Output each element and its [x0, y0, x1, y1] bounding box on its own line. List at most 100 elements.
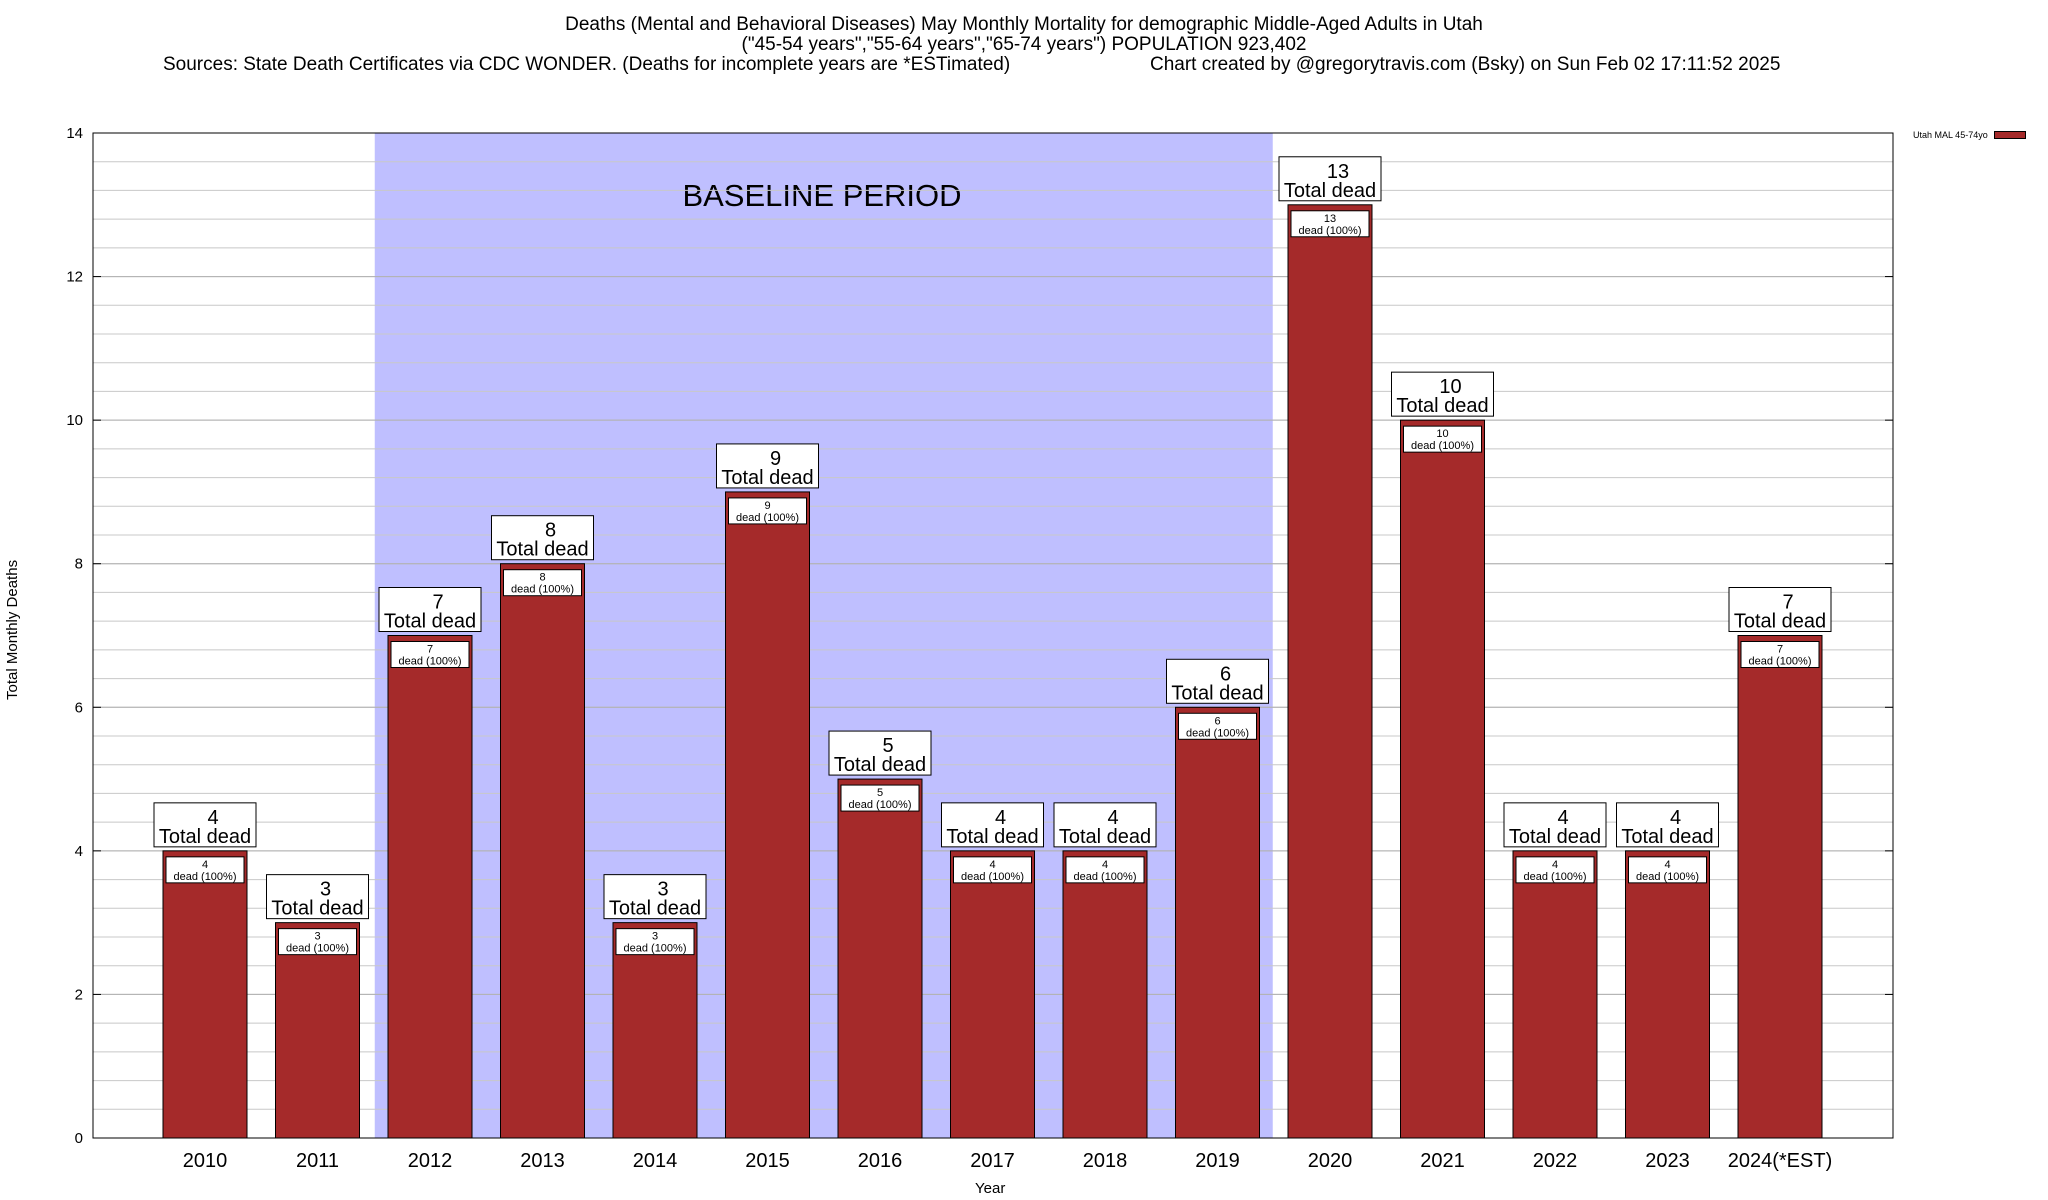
chart-subtitle: ("45-54 years","55-64 years","65-74 year… — [741, 34, 1307, 55]
bar-inner-value: 7 — [1777, 644, 1783, 656]
bar-top-label-box — [1053, 802, 1157, 848]
bar-inner-pct: dead (100%) — [1074, 871, 1137, 883]
bar-top-text: Total dead — [1396, 395, 1488, 417]
bar — [1512, 850, 1598, 1139]
bar-top-label-box — [1503, 802, 1607, 848]
bar-top-value: 4 — [995, 807, 1006, 829]
bar-top-value: 3 — [320, 879, 331, 901]
bar-top-text: Total dead — [384, 611, 476, 633]
x-tick-label: 2015 — [745, 1150, 790, 1172]
bar-inner-label-box — [1065, 856, 1145, 884]
bar-inner-value: 4 — [1102, 859, 1108, 871]
bar-top-label-box — [603, 874, 707, 920]
bar-inner-label-box — [728, 497, 807, 525]
bar-top-label-box — [828, 730, 932, 776]
bar-inner-pct: dead (100%) — [511, 584, 574, 596]
bar-inner-pct: dead (100%) — [1411, 440, 1474, 452]
y-tick-label: 14 — [66, 125, 83, 142]
bar-inner-value: 4 — [989, 859, 995, 871]
bar-inner-label-box — [165, 856, 245, 884]
bar-top-label-box — [716, 443, 819, 489]
bar-inner-label-box — [503, 569, 582, 597]
bar-inner-pct: dead (100%) — [961, 871, 1024, 883]
bar-top-value: 8 — [545, 520, 556, 542]
bar-inner-value: 9 — [764, 500, 770, 512]
bar-top-value: 6 — [1220, 663, 1231, 685]
bar-inner-value: 6 — [1214, 715, 1220, 727]
bar-top-value: 4 — [1107, 807, 1118, 829]
chart-title: Deaths (Mental and Behavioral Diseases) … — [565, 14, 1483, 35]
bar-top-value: 7 — [432, 592, 443, 614]
bar-inner-label-box — [840, 784, 920, 812]
x-tick-label: 2011 — [296, 1150, 339, 1172]
bar-inner-label-box — [278, 928, 357, 956]
bar — [162, 850, 248, 1139]
bar-inner-label-box — [390, 641, 470, 668]
bar-inner-value: 3 — [314, 931, 320, 943]
bar — [1062, 850, 1148, 1139]
bar-inner-value: 4 — [202, 859, 208, 871]
bar — [387, 635, 473, 1139]
bar-inner-label-box — [1628, 856, 1707, 884]
bar-inner-label-box — [953, 856, 1032, 884]
bar-top-label-box — [1166, 658, 1269, 704]
bar-inner-label-box — [615, 928, 695, 956]
bar-inner-pct: dead (100%) — [286, 943, 349, 955]
bar-inner-value: 10 — [1436, 428, 1448, 440]
bar — [1625, 850, 1710, 1139]
x-tick-label: 2010 — [183, 1150, 228, 1172]
bar-top-label-box — [1278, 156, 1382, 202]
bar — [725, 491, 810, 1139]
bar-top-label-box — [1616, 802, 1719, 848]
bar-top-label-box — [491, 515, 594, 561]
bar-inner-pct: dead (100%) — [174, 871, 237, 883]
bar-top-label-box — [266, 874, 369, 920]
bar-top-value: 4 — [1670, 807, 1681, 829]
bar — [1737, 635, 1823, 1139]
y-axis-label: Total Monthly Deaths — [4, 559, 21, 700]
bar-inner-value: 3 — [652, 931, 658, 943]
bar-top-value: 5 — [882, 735, 893, 757]
bar-top-label-box — [1391, 371, 1494, 417]
bar-top-text: Total dead — [496, 539, 588, 561]
y-tick-label: 0 — [75, 1130, 83, 1147]
y-tick-label: 4 — [75, 843, 83, 860]
plot-border — [92, 132, 1894, 1139]
bar-top-text: Total dead — [946, 826, 1038, 848]
bar-top-value: 7 — [1782, 592, 1793, 614]
baseline-period-label: BASELINE PERIOD — [682, 178, 961, 213]
bar-top-value: 13 — [1327, 161, 1349, 183]
bar-inner-value: 7 — [427, 644, 433, 656]
bar — [500, 563, 585, 1139]
bar-top-value: 9 — [770, 448, 781, 470]
x-tick-label: 2016 — [858, 1150, 903, 1172]
bar-inner-pct: dead (100%) — [1186, 727, 1249, 739]
bar-inner-label-box — [1403, 425, 1482, 453]
bar-inner-pct: dead (100%) — [399, 656, 462, 668]
bar-inner-label-box — [1290, 210, 1370, 238]
bar-top-text: Total dead — [1509, 826, 1601, 848]
y-tick-label: 6 — [75, 699, 83, 716]
x-axis-label: Year — [975, 1180, 1006, 1197]
x-tick-label: 2018 — [1083, 1150, 1128, 1172]
bar-top-text: Total dead — [159, 826, 251, 848]
bar-top-label-box — [941, 802, 1044, 848]
bar — [612, 922, 698, 1139]
bar-top-value: 4 — [207, 807, 218, 829]
y-tick-label: 2 — [75, 986, 83, 1003]
bar — [837, 778, 923, 1139]
legend: Utah MAL 45-74yo — [1913, 130, 2026, 140]
bar-inner-value: 5 — [877, 787, 883, 799]
bar — [1175, 706, 1260, 1139]
bar-top-value: 3 — [657, 879, 668, 901]
bar — [950, 850, 1035, 1139]
bar-top-label-box — [153, 802, 257, 848]
bar-inner-value: 4 — [1664, 859, 1670, 871]
bar-inner-value: 8 — [539, 572, 545, 584]
y-tick-label: 12 — [66, 269, 83, 286]
bar-inner-pct: dead (100%) — [1749, 656, 1812, 668]
x-tick-label: 2012 — [408, 1150, 453, 1172]
x-tick-label: 2013 — [520, 1150, 565, 1172]
x-tick-label: 2020 — [1308, 1150, 1353, 1172]
legend-label: Utah MAL 45-74yo — [1913, 130, 1988, 140]
